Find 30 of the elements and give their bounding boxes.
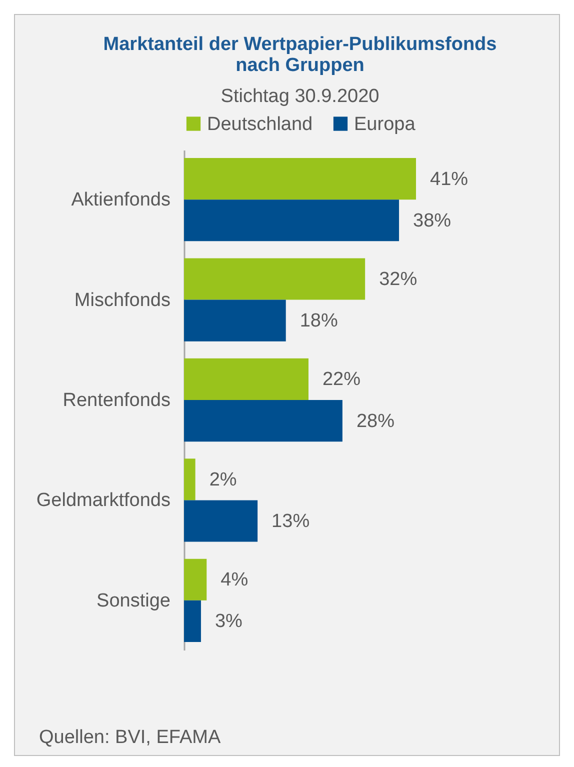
data-label: 22% xyxy=(322,369,361,390)
bar xyxy=(184,358,308,400)
legend-label: Europa xyxy=(354,114,416,135)
y-tick-label: Geldmarktfonds xyxy=(36,490,170,512)
data-label: 18% xyxy=(300,310,338,332)
legend-label: Deutschland xyxy=(207,114,313,135)
data-label: 32% xyxy=(379,269,418,290)
y-tick-label: Rentenfonds xyxy=(62,390,170,411)
y-tick-label: Sonstige xyxy=(96,590,170,612)
bar xyxy=(184,158,416,200)
bar xyxy=(184,400,342,442)
data-label: 13% xyxy=(272,510,310,532)
bar xyxy=(184,258,366,300)
chart-title: Marktanteil der Wertpapier-Publikumsfonds nach Gruppen xyxy=(103,34,497,76)
chart-subtitle: Stichtag 30.9.2020 xyxy=(220,86,380,107)
bar xyxy=(184,500,258,542)
y-tick-label: Mischfonds xyxy=(74,290,170,311)
bar xyxy=(184,600,201,642)
bar xyxy=(184,458,196,500)
source-note: Quellen: BVI, EFAMA xyxy=(39,727,221,749)
bar xyxy=(184,300,286,342)
bar xyxy=(184,200,400,242)
y-tick-label: Aktienfonds xyxy=(71,190,170,211)
bar xyxy=(184,558,207,600)
data-label: 28% xyxy=(356,410,395,432)
data-label: 38% xyxy=(413,210,452,232)
data-label: 4% xyxy=(220,570,248,591)
data-label: 3% xyxy=(214,611,243,632)
data-label: 2% xyxy=(209,469,237,490)
data-label: 41% xyxy=(430,168,468,190)
